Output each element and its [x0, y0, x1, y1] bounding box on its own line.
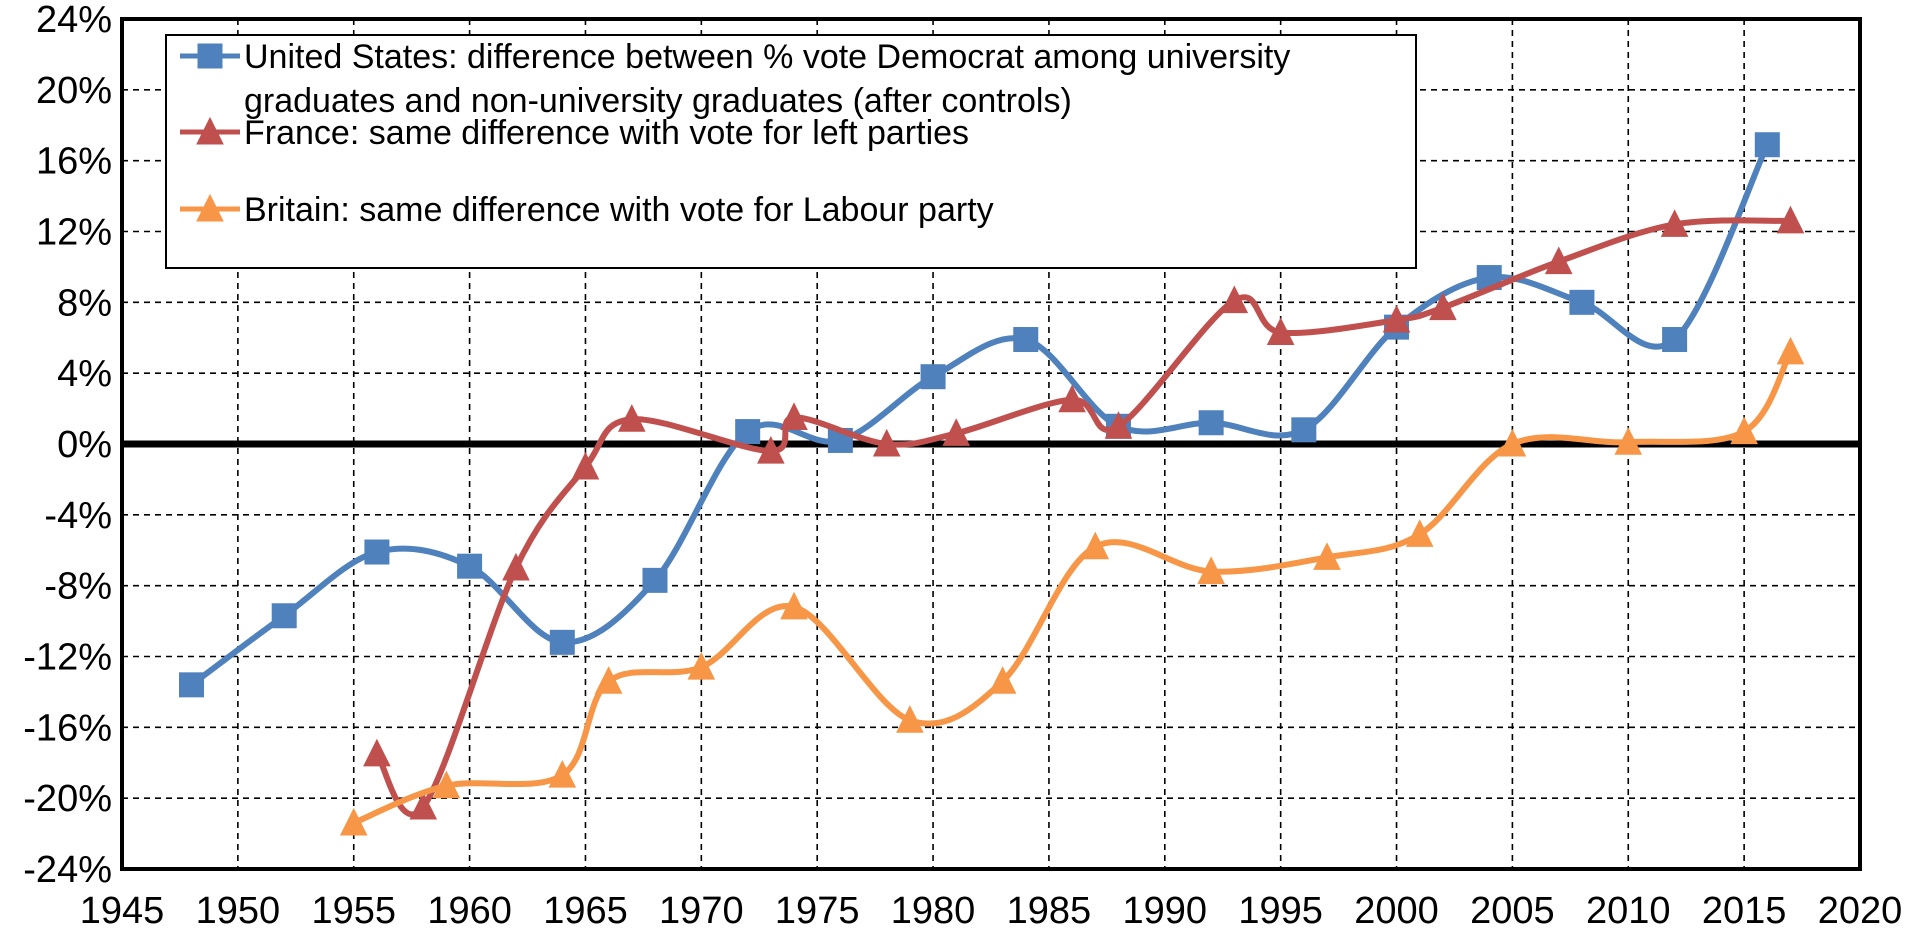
data-point: [1058, 384, 1086, 413]
x-tick-label: 1980: [891, 890, 976, 932]
y-tick-label: 24%: [36, 0, 112, 41]
legend-label: France: same difference with vote for le…: [244, 114, 969, 152]
legend-marker: [196, 116, 224, 145]
data-point: [1266, 317, 1295, 345]
data-point: [942, 418, 971, 446]
series-line: [373, 217, 1794, 818]
data-point: [339, 807, 368, 836]
data-point: [1776, 205, 1805, 234]
data-point: [780, 591, 808, 620]
data-point: [409, 791, 438, 820]
data-point: [896, 705, 924, 733]
data-point: [1498, 428, 1527, 457]
data-point: [1614, 427, 1643, 455]
x-tick-label: 2000: [1354, 890, 1439, 932]
data-point: [179, 672, 205, 698]
data-point: [1405, 519, 1434, 547]
data-point: [432, 770, 461, 799]
x-tick-label: 1945: [80, 890, 165, 932]
y-tick-label: -12%: [23, 637, 112, 679]
data-point: [920, 364, 946, 390]
legend-label: Britain: same difference with vote for L…: [244, 191, 994, 229]
series-layer: [179, 132, 1805, 836]
data-point: [1544, 246, 1573, 275]
data-point: [872, 428, 901, 457]
data-point: [549, 629, 575, 655]
data-point: [502, 552, 530, 581]
legend: United States: difference between % vote…: [165, 34, 1417, 269]
data-point: [548, 760, 577, 788]
series-2: [339, 336, 1805, 836]
data-point: [1660, 209, 1689, 237]
y-tick-label: -20%: [23, 778, 112, 820]
data-point: [271, 603, 297, 629]
data-point: [1730, 416, 1758, 445]
data-point: [618, 404, 646, 432]
x-tick-label: 1950: [196, 890, 281, 932]
axis-layer: -24% -20% -16% -12% -8% -4% 0% 4% 8% 12% 16% 20% 24%…: [23, 0, 1902, 932]
legend-marker: [197, 43, 223, 69]
y-tick-label: 4%: [57, 353, 112, 395]
x-tick-label: 1990: [1123, 890, 1208, 932]
x-tick-label: 1955: [311, 890, 396, 932]
y-tick-label: 20%: [36, 70, 112, 112]
data-point: [757, 435, 785, 464]
data-point: [642, 567, 668, 593]
y-tick-label: -4%: [44, 495, 112, 537]
x-tick-label: 2015: [1702, 890, 1787, 932]
x-tick-label: 1965: [543, 890, 628, 932]
x-tick-label: 2005: [1470, 890, 1555, 932]
legend-label: United States: difference between % vote…: [244, 38, 1290, 76]
legend-marker: [196, 193, 224, 222]
data-point: [1569, 289, 1595, 315]
data-point: [364, 539, 390, 565]
data-point: [1081, 531, 1110, 560]
data-point: [1662, 327, 1688, 353]
data-point: [457, 553, 483, 579]
data-point: [1382, 304, 1411, 333]
x-tick-label: 1960: [427, 890, 512, 932]
x-tick-label: 1970: [659, 890, 744, 932]
data-point: [1197, 556, 1225, 584]
y-tick-label: -16%: [23, 707, 112, 749]
legend-box: [165, 34, 1417, 269]
y-tick-label: 0%: [57, 424, 112, 466]
y-tick-label: 16%: [36, 141, 112, 183]
data-point: [1429, 292, 1457, 321]
y-tick-label: 12%: [36, 212, 112, 254]
legend-label: graduates and non-university graduates (…: [244, 82, 1072, 120]
data-point: [735, 419, 761, 445]
data-point: [571, 451, 600, 480]
y-tick-label: -8%: [44, 566, 112, 608]
data-point: [780, 402, 808, 430]
x-tick-label: 1985: [1007, 890, 1092, 932]
x-tick-label: 2010: [1586, 890, 1671, 932]
data-point: [1754, 132, 1780, 158]
data-point: [687, 652, 716, 680]
x-tick-label: 2020: [1818, 890, 1903, 932]
y-tick-label: 8%: [57, 282, 112, 324]
data-point: [363, 738, 391, 767]
data-point: [1776, 336, 1805, 365]
series-line: [350, 348, 1794, 826]
data-point: [1313, 542, 1341, 570]
data-point: [1291, 417, 1317, 443]
series-1: [363, 205, 1805, 820]
data-point: [988, 666, 1017, 694]
data-point: [1104, 411, 1133, 439]
x-tick-label: 1975: [775, 890, 860, 932]
data-point: [1220, 285, 1249, 314]
data-point: [594, 666, 623, 694]
data-point: [1013, 327, 1039, 353]
data-point: [1198, 410, 1224, 436]
plot-frame: [120, 17, 1862, 871]
x-tick-label: 1995: [1238, 890, 1323, 932]
y-tick-label: -24%: [23, 849, 112, 891]
